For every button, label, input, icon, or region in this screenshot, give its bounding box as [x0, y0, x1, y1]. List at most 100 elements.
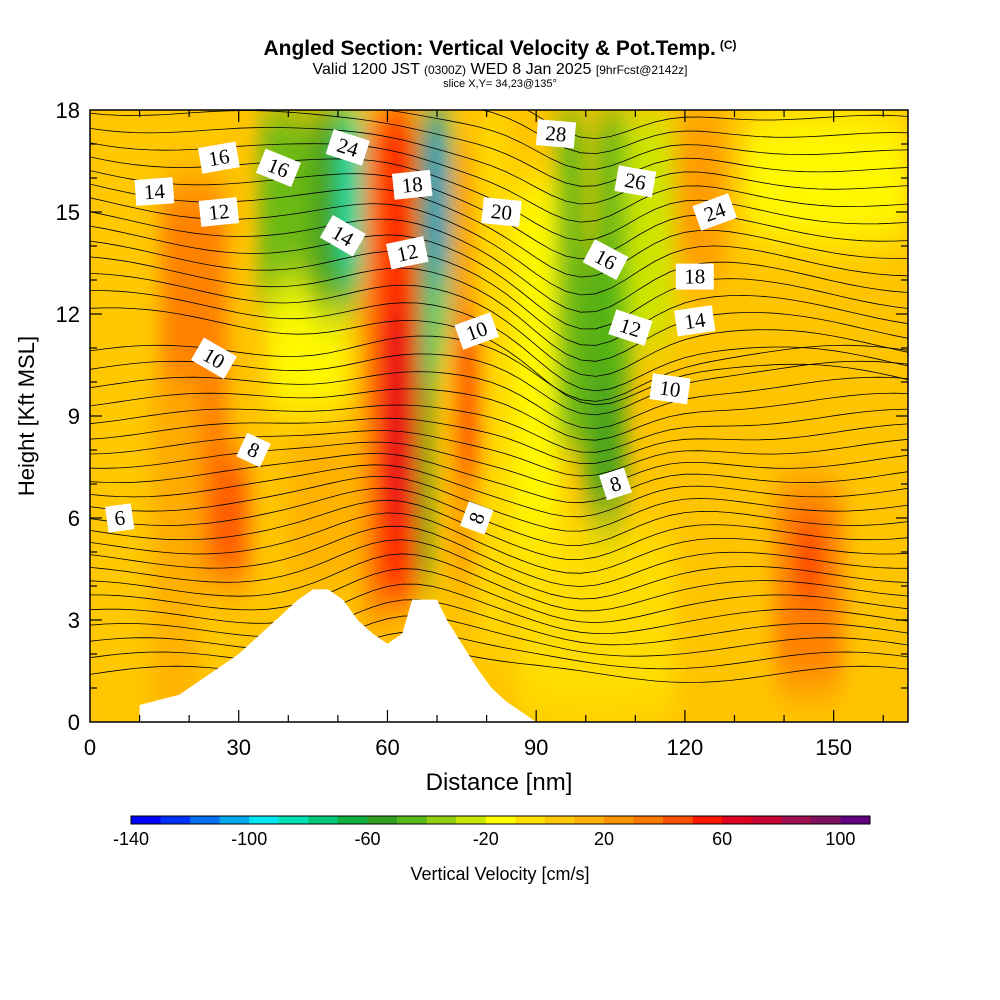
contour-label-box: [535, 119, 577, 149]
velocity-region: [744, 110, 908, 246]
contour-label: 10: [454, 312, 500, 350]
colorbar-segment: [278, 816, 309, 824]
theta-contour-line: [90, 568, 908, 624]
theta-contour-line: [90, 553, 908, 612]
velocity-region: [387, 314, 408, 518]
contour-label: 12: [198, 197, 240, 227]
contour-label: 26: [614, 165, 657, 198]
theta-contour-line: [90, 583, 908, 635]
contour-label-text: 14: [683, 307, 708, 334]
contour-label-text: 26: [623, 168, 648, 195]
theta-contour-line: [90, 599, 908, 646]
contour-label-box: [614, 165, 657, 198]
contour-label-box: [599, 467, 632, 501]
colorbar-segment: [190, 816, 221, 824]
contour-label-box: [255, 148, 301, 187]
colorbar-segment: [426, 816, 457, 824]
y-tick-label: 6: [68, 506, 80, 531]
theta-contour-line: [90, 404, 908, 453]
y-tick-labels: 0 3 6 9 12 15 18: [56, 98, 80, 735]
y-tick-label: 9: [68, 404, 80, 429]
colorbar-segment: [367, 816, 398, 824]
colorbar-tick-label: 100: [825, 829, 855, 849]
plot-area: [90, 110, 908, 722]
theta-contour-line: [480, 110, 908, 155]
copyright-mark: (C): [719, 38, 737, 52]
colorbar-frame: [130, 815, 871, 825]
theta-contour-line: [90, 464, 908, 518]
contour-label: 8: [599, 467, 632, 501]
colorbar-segment: [722, 816, 753, 824]
theta-contour-line: [90, 512, 908, 574]
forecast-info: [9hrFcst@2142z]: [595, 63, 688, 77]
velocity-region: [268, 280, 348, 416]
colorbar-segment: [515, 816, 546, 824]
colorbar-segment: [219, 816, 250, 824]
theta-contour-line: [526, 110, 908, 140]
x-tick-labels: 0 30 60 90 120 150: [84, 735, 852, 760]
theta-contour-line: [90, 240, 908, 346]
contour-label-text: 12: [207, 199, 230, 225]
colorbar-segment: [810, 816, 841, 824]
contour-label-text: 18: [401, 172, 424, 198]
colorbar-tick-label: 20: [594, 829, 614, 849]
contour-label-text: 6: [113, 505, 127, 530]
axis-ticks: [90, 110, 908, 722]
y-tick-label: 0: [68, 710, 80, 735]
contour-label-box: [197, 141, 240, 174]
colorbar-label: Vertical Velocity [cm/s]: [410, 864, 589, 884]
contour-label-box: [198, 197, 240, 227]
contour-label: 14: [134, 177, 175, 206]
colorbar-segment: [603, 816, 634, 824]
colorbar-segment: [781, 816, 812, 824]
contour-label-text: 18: [684, 265, 705, 289]
colorbar-tick-label: -20: [473, 829, 499, 849]
theta-contour-line: [90, 127, 908, 205]
theta-contour-line: [90, 110, 908, 187]
velocity-region: [213, 450, 249, 586]
colorbar-segment: [692, 816, 723, 824]
contour-label: 18: [675, 263, 714, 290]
contour-label-box: [236, 432, 271, 468]
contour-label-box: [675, 263, 714, 290]
x-tick-label: 150: [815, 735, 852, 760]
y-axis-label: Height [Kft MSL]: [14, 336, 39, 496]
contour-label: 12: [386, 236, 429, 270]
contour-label: 6: [105, 503, 135, 533]
x-tick-label: 0: [84, 735, 96, 760]
colorbar-tick-labels: -140 -100 -60 -20 20 60 100: [113, 829, 855, 849]
colorbar-segment: [337, 816, 368, 824]
theta-contour-line: [90, 211, 908, 313]
contour-label-text: 28: [544, 121, 567, 147]
terrain: [90, 589, 908, 722]
theta-contour-line: [90, 539, 908, 600]
theta-contour-line: [90, 256, 908, 362]
contour-label-box: [454, 312, 500, 350]
colorbar-tick-label: -140: [113, 829, 149, 849]
y-tick-label: 15: [56, 200, 80, 225]
colorbar-segment: [308, 816, 339, 824]
contour-label-box: [319, 215, 366, 257]
theta-contour-line: [90, 525, 908, 587]
colorbar-segment: [131, 816, 161, 824]
theta-contour-line: [384, 110, 908, 170]
contour-label: 16: [197, 141, 240, 174]
theta-contour-line: [90, 487, 908, 546]
theta-contour-line: [90, 417, 908, 465]
contour-label-text: 14: [143, 179, 166, 204]
contour-label-box: [582, 239, 629, 280]
x-tick-label: 30: [226, 735, 250, 760]
colorbar-segment: [751, 816, 782, 824]
theta-contour-line: [90, 430, 908, 477]
colorbar-segment: [160, 816, 191, 824]
velocity-region: [798, 518, 819, 603]
contour-label-box: [674, 305, 716, 337]
colorbar-segment: [249, 816, 280, 824]
contour-label: 24: [325, 129, 370, 166]
contour-label: 16: [255, 148, 301, 187]
y-tick-label: 12: [56, 302, 80, 327]
contour-label-text: 12: [395, 239, 421, 267]
velocity-region: [432, 110, 442, 280]
velocity-region: [461, 314, 482, 484]
